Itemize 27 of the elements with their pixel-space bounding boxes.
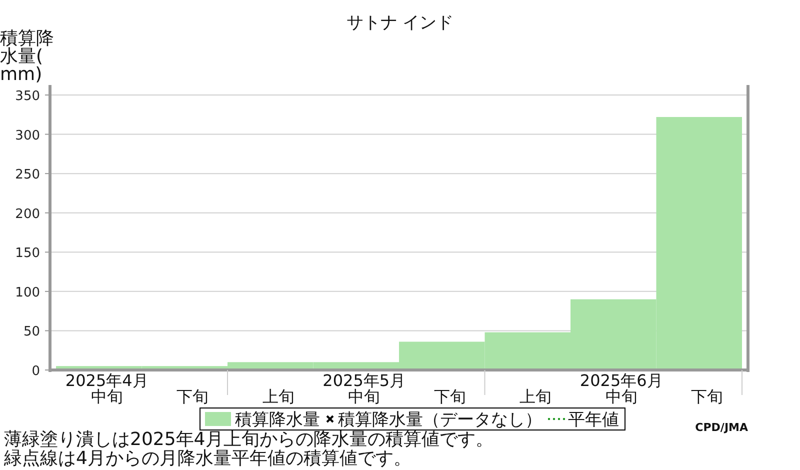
text: 緑点線は4月からの月降水量平年値の積算値です。: [3, 448, 412, 469]
y-axis-title: 積算降水量(mm): [0, 28, 55, 85]
y-tick-label: 50: [23, 324, 40, 340]
y-tick-label: 150: [15, 246, 40, 262]
text: 2025年4月: [65, 371, 148, 390]
y-tick-label: 200: [15, 206, 40, 222]
y-tick-label: 350: [15, 89, 40, 104]
y-tick-label: 300: [15, 128, 40, 144]
text: 2025年5月: [322, 371, 406, 390]
chart-title: サトナ インド: [346, 13, 454, 33]
text: 2025年6月: [580, 371, 663, 390]
x-tick-label: 下旬: [434, 387, 466, 406]
legend-label: 平年値: [568, 410, 619, 430]
y-tick-label: 100: [15, 285, 40, 300]
text: 薄緑塗り潰しは2025年4月上旬からの降水量の積算値です。: [4, 429, 494, 450]
x-tick-label: 下旬: [691, 387, 724, 406]
x-tick-label: 上旬: [520, 387, 552, 406]
x-tick-label: 下旬: [176, 387, 209, 406]
x-tick-label: 中旬: [348, 387, 380, 406]
x-tick-label: 中旬: [90, 387, 123, 406]
x-tick-label: 上旬: [262, 387, 294, 406]
y-tick-label: 0: [32, 364, 40, 379]
legend-label: 積算降水量（データなし）: [338, 410, 542, 430]
x-tick-label: 中旬: [605, 387, 638, 406]
y-tick-label: 250: [15, 168, 40, 183]
text: CPD/JMA: [695, 421, 748, 434]
legend-label: 積算降水量: [235, 410, 320, 430]
